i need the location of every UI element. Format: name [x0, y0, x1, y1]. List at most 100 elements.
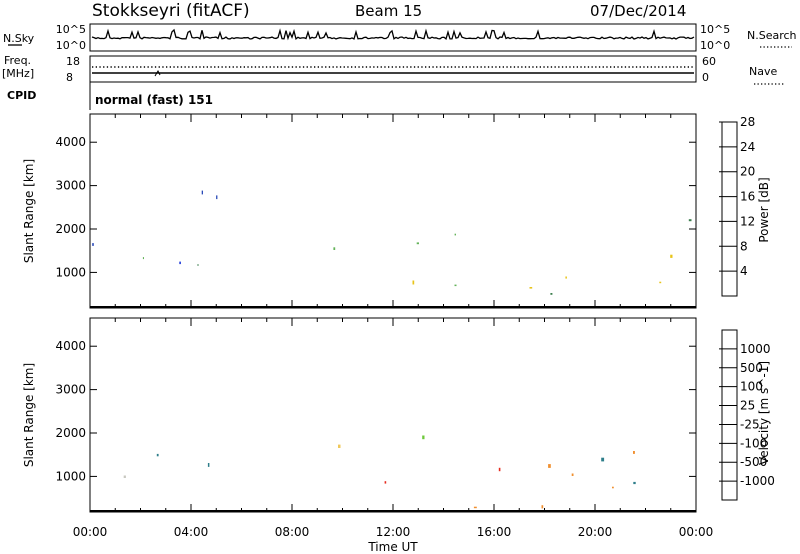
colorbar-tick-label: 16	[740, 190, 755, 204]
range-gate-cell	[548, 464, 551, 468]
range-gate-cell	[416, 242, 419, 245]
beam-label: Beam 15	[355, 2, 422, 20]
freq-unit: [MHz]	[2, 67, 34, 80]
nsky-strip: N.Sky 10^5 10^0 10^5 10^0 N.Search	[3, 23, 797, 52]
range-gate-cell	[612, 486, 614, 489]
range-gate-cell	[156, 453, 159, 457]
colorbar-tick-label: 8	[740, 239, 748, 253]
velocity-axis-ticks: 1000 2000 3000 4000	[55, 318, 697, 512]
velocity-colorbar-label: Velocity [m s^-1]	[757, 361, 771, 465]
nave-label: Nave	[749, 65, 777, 78]
y-tick-label: 4000	[55, 135, 86, 149]
nsky-trace	[91, 28, 695, 41]
range-gate-cell	[338, 444, 341, 448]
x-tick-label: 00:00	[679, 525, 714, 539]
nsky-tick-bottom: 10^0	[56, 39, 86, 52]
range-gate-cell	[565, 276, 567, 279]
power-scatter	[92, 190, 692, 295]
colorbar-tick-label: -500	[740, 455, 767, 469]
x-tick-label: 16:00	[477, 525, 512, 539]
cpid-label: CPID	[7, 89, 36, 102]
colorbar-tick-label: 4	[740, 264, 748, 278]
power-panel: 1000 2000 3000 4000 Slant Range [km] 4 8 12 16…	[22, 113, 771, 309]
nsearch-tick-bottom: 10^0	[700, 39, 730, 52]
cpid-value: normal (fast) 151	[95, 93, 213, 107]
colorbar-tick-label: -1000	[740, 474, 775, 488]
nave-tick-bottom: 0	[702, 71, 709, 84]
range-gate-cell	[601, 457, 605, 462]
freq-label: Freq.	[4, 54, 31, 67]
range-gate-cell	[197, 264, 199, 266]
colorbar-tick-label: 28	[740, 115, 755, 129]
range-gate-cell	[454, 284, 457, 287]
range-gate-cell	[179, 261, 181, 265]
range-gate-cell	[688, 219, 692, 222]
colorbar-tick-label: 1000	[740, 342, 771, 356]
range-gate-cell	[498, 467, 501, 472]
nsearch-tick-top: 10^5	[700, 23, 730, 36]
y-tick-label: 2000	[55, 426, 86, 440]
colorbar-tick-label: 25	[740, 399, 755, 413]
range-gate-cell	[670, 254, 673, 258]
range-gate-cell	[216, 195, 218, 200]
power-y-axis-label: Slant Range [km]	[22, 159, 36, 263]
range-gate-cell	[454, 233, 456, 236]
colorbar-tick-label: -100	[740, 436, 767, 450]
range-gate-cell	[422, 435, 425, 440]
velocity-scatter	[123, 435, 636, 509]
cpid-strip: CPID normal (fast) 151	[7, 82, 213, 110]
y-tick-label: 1000	[55, 469, 86, 483]
range-gate-cell	[659, 281, 662, 284]
colorbar-tick-label: 500	[740, 361, 763, 375]
colorbar-frame	[721, 329, 738, 501]
y-tick-label: 3000	[55, 179, 86, 193]
range-gate-cell	[207, 463, 210, 467]
freq-strip: Freq. [MHz] 18 8 60 0 Nave	[2, 54, 784, 85]
range-gate-cell	[571, 473, 574, 476]
range-gate-cell	[201, 190, 203, 195]
x-tick-label: 08:00	[275, 525, 310, 539]
range-gate-cell	[384, 481, 387, 484]
y-tick-label: 1000	[55, 265, 86, 279]
range-gate-cell	[529, 287, 533, 289]
nsky-tick-top: 10^5	[56, 23, 86, 36]
power-colorbar: 4 8 12 16 20 24 28	[719, 115, 755, 297]
range-gate-cell	[633, 451, 635, 454]
range-gate-cell	[550, 293, 553, 295]
nsearch-label: N.Search	[747, 29, 797, 42]
range-gate-cell	[333, 247, 336, 250]
range-gate-cell	[541, 505, 544, 509]
x-tick-label: 20:00	[578, 525, 613, 539]
x-axis-label: Time UT	[367, 540, 418, 554]
range-gate-cell	[142, 257, 144, 260]
range-gate-cell	[473, 506, 477, 509]
y-tick-label: 4000	[55, 339, 86, 353]
date-label: 07/Dec/2014	[590, 2, 686, 20]
colorbar-tick-label: 20	[740, 165, 755, 179]
velocity-y-axis-label: Slant Range [km]	[22, 363, 36, 467]
power-axis-ticks: 1000 2000 3000 4000	[55, 114, 697, 308]
range-gate-cell	[92, 243, 94, 246]
range-gate-cell	[123, 475, 126, 478]
freq-tick-top: 18	[66, 55, 80, 68]
nave-tick-top: 60	[702, 55, 716, 68]
freq-tick-bottom: 8	[66, 71, 73, 84]
colorbar-frame	[721, 121, 738, 297]
velocity-colorbar: 1000 500 100 25 -25 -100 -500 -1000	[719, 329, 775, 501]
range-gate-cell	[412, 280, 415, 285]
velocity-panel: 1000 2000 3000 4000 Slant Range [km] 1000 50…	[22, 317, 775, 513]
y-tick-label: 2000	[55, 222, 86, 236]
power-colorbar-label: Power [dB]	[757, 177, 771, 242]
x-tick-label: 04:00	[174, 525, 209, 539]
nsky-label: N.Sky	[3, 32, 35, 45]
x-tick-labels: 00:00 04:00 08:00 12:00 16:00 20:00 00:00	[73, 525, 714, 539]
station-title: Stokkseyri (fitACF)	[92, 1, 250, 21]
colorbar-tick-label: 12	[740, 214, 755, 228]
y-tick-label: 3000	[55, 383, 86, 397]
range-gate-cell	[633, 481, 636, 485]
x-tick-label: 00:00	[73, 525, 108, 539]
freq-glitch	[154, 69, 161, 77]
colorbar-tick-label: 100	[740, 380, 763, 394]
colorbar-tick-label: -25	[740, 417, 760, 431]
